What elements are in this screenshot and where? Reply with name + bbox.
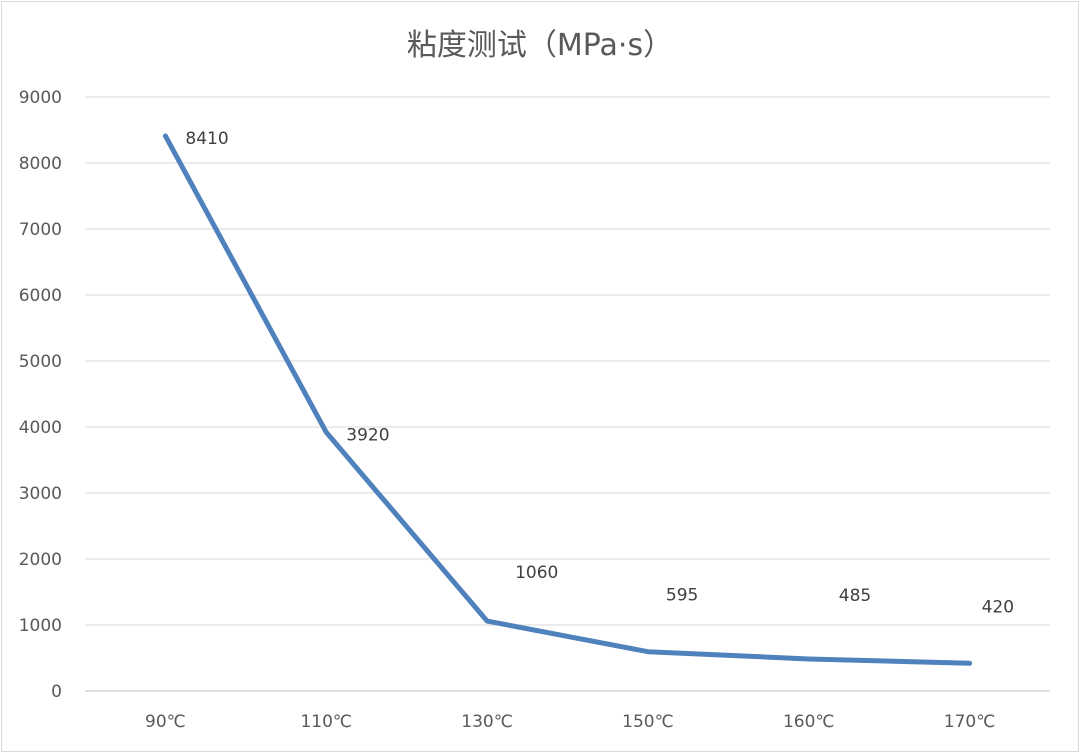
gridlines [85,96,1050,692]
data-label: 595 [666,586,698,606]
chart-title: 粘度测试（MPa·s） [407,28,673,63]
y-tick-label: 1000 [19,616,62,636]
x-tick-label: 110℃ [300,712,352,732]
x-tick-label: 170℃ [944,712,996,732]
y-tick-label: 9000 [19,88,62,108]
data-label: 1060 [515,563,558,583]
y-tick-label: 4000 [19,418,62,438]
x-tick-label: 150℃ [622,712,674,732]
x-axis-tick-labels: 90℃ 110℃ 130℃ 150℃ 160℃ 170℃ [145,712,995,732]
y-tick-label: 6000 [19,286,62,306]
y-tick-label: 8000 [19,154,62,174]
data-label: 8410 [185,129,228,149]
x-tick-label: 90℃ [145,712,186,732]
x-tick-label: 130℃ [461,712,513,732]
y-tick-label: 5000 [19,352,62,372]
data-labels: 8410 3920 1060 595 485 420 [185,129,1014,617]
series-layer [162,133,973,666]
data-label: 485 [839,586,871,606]
y-tick-label: 0 [51,682,62,702]
data-label: 3920 [346,425,389,445]
y-axis-tick-labels: 0 1000 2000 3000 4000 5000 6000 7000 8000 9000 [19,88,62,702]
data-label: 420 [982,597,1014,617]
y-tick-label: 2000 [19,550,62,570]
series-line [162,133,973,666]
y-tick-label: 7000 [19,220,62,240]
x-tick-label: 160℃ [783,712,835,732]
y-tick-label: 3000 [19,484,62,504]
